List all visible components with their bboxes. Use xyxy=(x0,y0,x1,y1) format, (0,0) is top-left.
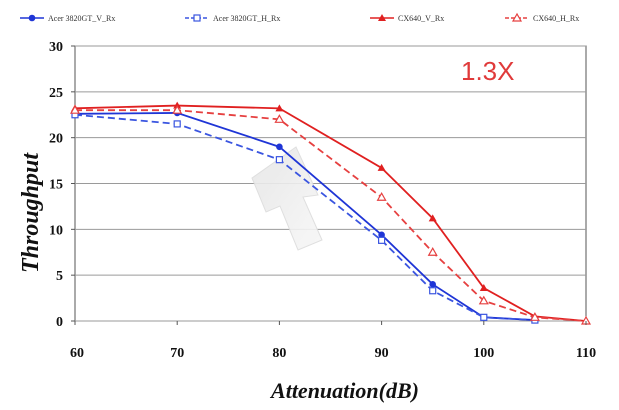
data-point xyxy=(376,192,387,201)
x-tick-label: 110 xyxy=(576,346,596,361)
series-layer xyxy=(69,101,592,325)
data-point xyxy=(479,284,488,291)
x-tick-label: 90 xyxy=(375,346,389,361)
x-axis-ticks: 60 70 80 90 100 110 xyxy=(70,321,596,361)
data-point xyxy=(275,104,284,112)
data-point xyxy=(274,114,285,123)
data-point xyxy=(529,312,540,321)
annotation-1-3x: 1.3X xyxy=(461,56,515,86)
data-point xyxy=(173,120,181,128)
data-point xyxy=(427,247,438,256)
legend-swatch-marker xyxy=(511,12,523,22)
data-point xyxy=(377,163,386,171)
legend-item-2: CX640_V_Rx xyxy=(370,14,444,23)
series-line-2 xyxy=(74,104,587,322)
y-tick-label: 0 xyxy=(56,315,63,330)
data-point xyxy=(428,214,437,222)
y-axis-ticks: 0 5 10 15 20 25 30 xyxy=(49,40,75,330)
legend-swatch-marker xyxy=(193,14,201,22)
y-tick-label: 5 xyxy=(56,269,63,284)
x-tick-label: 70 xyxy=(170,346,184,361)
data-point xyxy=(69,104,81,114)
y-tick-label: 15 xyxy=(49,178,63,193)
x-tick-label: 100 xyxy=(473,346,494,361)
y-tick-label: 20 xyxy=(49,132,63,147)
legend-label: Acer 3820GT_V_Rx xyxy=(48,14,115,23)
legend-label: CX640_H_Rx xyxy=(533,14,579,23)
legend: Acer 3820GT_V_Rx Acer 3820GT_H_Rx CX640_V_… xyxy=(20,12,579,23)
data-point xyxy=(378,236,386,244)
y-tick-label: 10 xyxy=(49,223,63,238)
y-axis-title: Throughput xyxy=(18,152,44,273)
legend-label: Acer 3820GT_H_Rx xyxy=(213,14,280,23)
data-point xyxy=(276,143,283,151)
y-tick-label: 25 xyxy=(49,86,63,101)
data-point xyxy=(378,231,385,239)
data-point xyxy=(478,295,489,305)
legend-item-1: Acer 3820GT_H_Rx xyxy=(185,14,280,23)
legend-item-3: CX640_H_Rx xyxy=(505,12,579,23)
data-point xyxy=(275,156,283,164)
arrow-watermark-icon xyxy=(251,146,323,251)
x-axis-title: Attenuation(dB) xyxy=(269,378,419,403)
data-point xyxy=(480,313,488,321)
legend-item-0: Acer 3820GT_V_Rx xyxy=(20,14,115,23)
series-3 xyxy=(69,104,592,325)
x-tick-label: 80 xyxy=(272,346,286,361)
series-line-3 xyxy=(75,109,587,322)
data-point xyxy=(429,281,437,288)
x-tick-label: 60 xyxy=(70,346,84,361)
data-point xyxy=(429,287,437,295)
y-tick-label: 30 xyxy=(49,40,63,55)
legend-swatch-marker xyxy=(378,14,386,21)
legend-swatch-marker xyxy=(28,14,36,22)
legend-label: CX640_V_Rx xyxy=(398,14,444,23)
gridlines xyxy=(75,45,586,322)
data-point xyxy=(172,104,183,114)
